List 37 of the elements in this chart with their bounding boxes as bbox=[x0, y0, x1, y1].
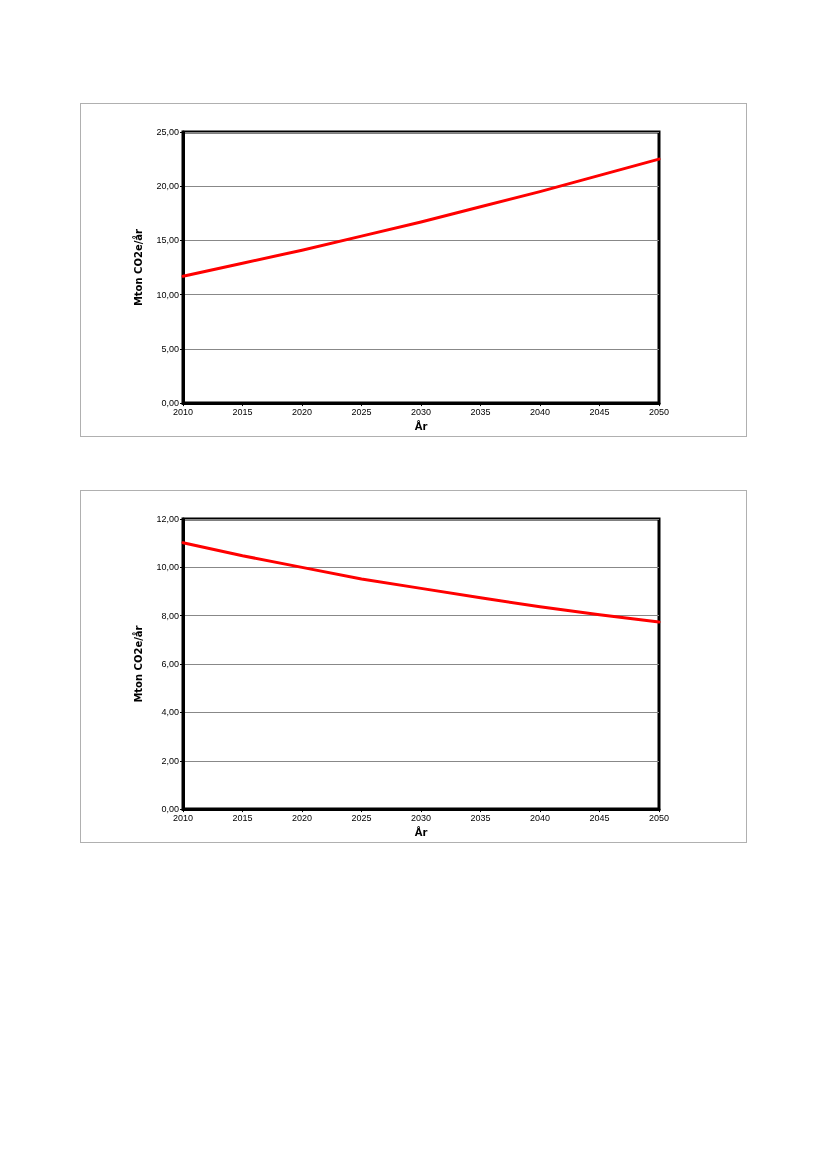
x-tick-label: 2015 bbox=[232, 406, 253, 417]
y-tick-label: 8,00 bbox=[161, 610, 179, 621]
x-tick-label: 2045 bbox=[589, 812, 610, 823]
x-tick-label: 2015 bbox=[232, 812, 253, 823]
x-tick-label: 2030 bbox=[410, 406, 432, 417]
x-tick-label: 2045 bbox=[589, 406, 610, 417]
x-tick-label: 2050 bbox=[648, 812, 670, 823]
x-tick-label: 2010 bbox=[172, 406, 194, 417]
x-tick-label: 2025 bbox=[351, 406, 372, 417]
y-tick-label: 2,00 bbox=[161, 755, 179, 766]
y-tick-label: 0,00 bbox=[161, 804, 179, 815]
x-tick-label: 2020 bbox=[291, 812, 313, 823]
line-series bbox=[181, 157, 661, 278]
x-tick-label: 2020 bbox=[291, 406, 313, 417]
y-tick-label: 25,00 bbox=[156, 127, 179, 137]
y-axis-title: Mton CO2e/år bbox=[131, 228, 144, 307]
y-axis-title: Mton CO2e/år bbox=[131, 625, 144, 703]
x-tick-label: 2030 bbox=[410, 812, 432, 823]
y-tick-label: 0,00 bbox=[161, 398, 179, 409]
x-tick-label: 2010 bbox=[172, 812, 194, 823]
line-series bbox=[181, 541, 661, 624]
x-tick-label: 2040 bbox=[529, 406, 551, 417]
y-tick-label: 15,00 bbox=[156, 235, 179, 246]
x-axis-title: År bbox=[414, 825, 428, 838]
x-axis-title: År bbox=[414, 419, 428, 432]
y-tick-label: 5,00 bbox=[161, 343, 179, 354]
x-tick-label: 2025 bbox=[351, 812, 372, 823]
x-tick-label: 2035 bbox=[470, 406, 491, 417]
y-tick-label: 6,00 bbox=[161, 659, 179, 670]
y-tick-label: 10,00 bbox=[156, 289, 179, 300]
x-tick-label: 2035 bbox=[470, 812, 491, 823]
y-tick-label: 12,00 bbox=[156, 514, 179, 524]
y-tick-label: 10,00 bbox=[156, 562, 179, 573]
y-tick-label: 20,00 bbox=[156, 181, 179, 192]
y-tick-label: 4,00 bbox=[161, 707, 179, 718]
x-tick-label: 2050 bbox=[648, 406, 670, 417]
x-tick-label: 2040 bbox=[529, 812, 551, 823]
